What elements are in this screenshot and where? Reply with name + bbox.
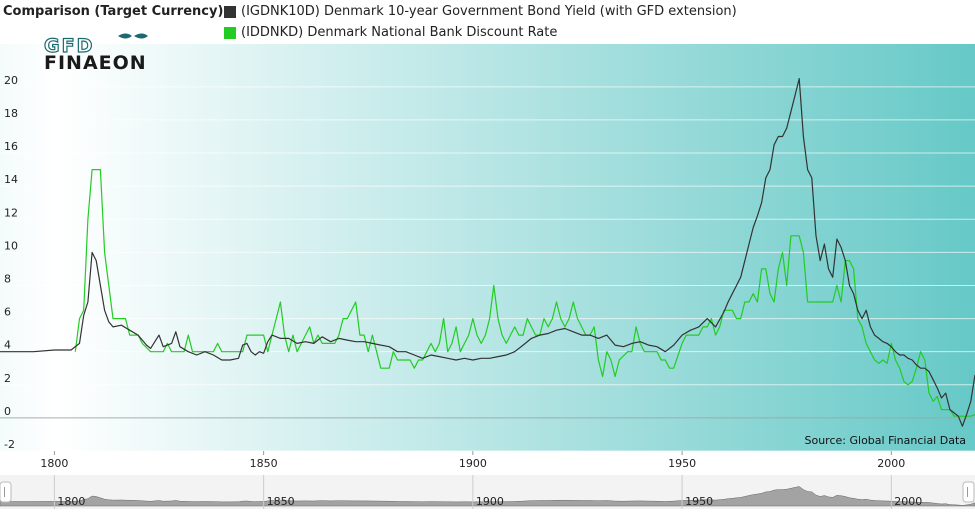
y-tick-label: 12 bbox=[4, 206, 18, 219]
navigator-tick-label: 2000 bbox=[894, 495, 922, 508]
legend-swatch-bond-yield bbox=[224, 5, 236, 18]
handle-left-box[interactable] bbox=[0, 481, 12, 503]
logo-leaf-icon bbox=[134, 33, 148, 39]
y-tick-label: 4 bbox=[4, 339, 11, 352]
y-tick-label: 20 bbox=[4, 74, 18, 87]
legend-label-discount-rate: (IDDNKD) Denmark National Bank Discount … bbox=[241, 25, 558, 40]
navigator-handle-left[interactable] bbox=[0, 481, 12, 503]
x-tick-label: 1900 bbox=[459, 457, 487, 470]
x-tick-label: 1950 bbox=[668, 457, 696, 470]
x-axis-ticks: 1800 1850 1900 1950 2000 bbox=[40, 451, 905, 470]
navigator-svg: 1800 1850 1900 1950 2000 bbox=[0, 475, 975, 509]
y-tick-label: 16 bbox=[4, 140, 18, 153]
navigator-ticks: 1800 1850 1900 1950 2000 bbox=[53, 475, 922, 509]
handle-right-box[interactable] bbox=[962, 481, 975, 503]
y-tick-label: 6 bbox=[4, 306, 11, 319]
legend-label-bond-yield: (IGDNK10D) Denmark 10-year Government Bo… bbox=[241, 4, 737, 19]
y-tick-label: -2 bbox=[4, 438, 15, 451]
y-tick-label: 18 bbox=[4, 107, 18, 120]
range-navigator[interactable]: 1800 1850 1900 1950 2000 bbox=[0, 475, 975, 509]
legend-item-bond-yield[interactable]: (IGDNK10D) Denmark 10-year Government Bo… bbox=[224, 4, 737, 19]
y-tick-label: 8 bbox=[4, 272, 11, 285]
y-tick-label: 2 bbox=[4, 372, 11, 385]
series-layer bbox=[0, 78, 975, 427]
navigator-tick-label: 1850 bbox=[267, 495, 295, 508]
logo-text-gfd: GFD bbox=[44, 35, 94, 57]
x-tick-label: 1800 bbox=[40, 457, 68, 470]
y-tick-label: 0 bbox=[4, 405, 11, 418]
legend-item-discount-rate[interactable]: (IDDNKD) Denmark National Bank Discount … bbox=[224, 25, 557, 40]
logo-text-finaeon: FINAEON bbox=[44, 52, 147, 74]
navigator-handle-right[interactable] bbox=[962, 481, 975, 503]
source-note: Source: Global Financial Data bbox=[805, 434, 967, 447]
y-axis-ticks: -2 0 2 4 6 8 10 12 14 16 18 20 bbox=[4, 74, 18, 451]
chart-header: Comparison (Target Currency) (IGDNK10D) … bbox=[0, 0, 975, 44]
navigator-tick-label: 1800 bbox=[57, 495, 85, 508]
y-tick-label: 10 bbox=[4, 239, 18, 252]
series-line-bond-yield[interactable] bbox=[0, 78, 975, 427]
plot-background bbox=[0, 44, 975, 451]
grid-lines bbox=[0, 86, 975, 452]
navigator-tick-label: 1950 bbox=[685, 495, 713, 508]
navigator-tick-label: 1900 bbox=[476, 495, 504, 508]
logo-leaf-icon bbox=[118, 33, 132, 39]
gfd-logo: GFD FINAEON bbox=[43, 33, 148, 74]
navigator-area bbox=[0, 486, 975, 507]
legend-swatch-discount-rate bbox=[224, 26, 236, 39]
chart[interactable]: -2 0 2 4 6 8 10 12 14 16 18 20 1800 1850 1900 1950 2000… bbox=[0, 0, 975, 475]
y-tick-label: 14 bbox=[4, 173, 18, 186]
x-tick-label: 2000 bbox=[877, 457, 905, 470]
chart-title: Comparison (Target Currency) bbox=[3, 4, 224, 19]
x-tick-label: 1850 bbox=[250, 457, 278, 470]
series-line-discount-rate[interactable] bbox=[74, 169, 975, 417]
